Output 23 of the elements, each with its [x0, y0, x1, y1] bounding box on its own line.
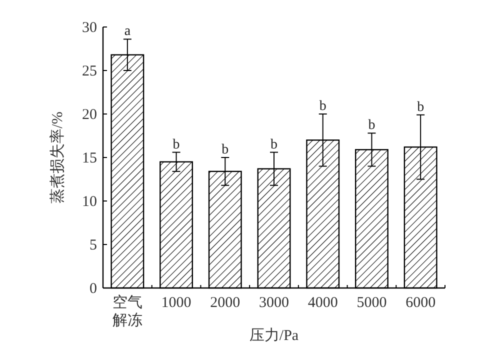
y-tick-label: 25	[82, 64, 97, 80]
x-tick-label: 2000	[210, 295, 240, 311]
y-tick-label: 10	[82, 194, 97, 210]
y-tick-label: 0	[90, 281, 97, 297]
x-axis-title: 压力/Pa	[249, 327, 299, 344]
annotation: b	[270, 137, 278, 152]
annotation: b	[368, 118, 376, 134]
x-tick-label: 4000	[308, 295, 338, 311]
x-tick-label: 空气解冻	[112, 294, 142, 329]
y-tick-label: 20	[82, 107, 97, 123]
y-tick-label: 15	[82, 150, 97, 166]
x-tick-label: 3000	[259, 295, 289, 311]
annotation: b	[222, 142, 229, 158]
x-tick-label: 1000	[161, 295, 192, 311]
annotation: b	[417, 100, 424, 115]
y-tick-label: 30	[82, 20, 97, 36]
y-axis-title: 蒸煮损失率/%	[49, 112, 66, 204]
annotation: b	[172, 137, 180, 152]
y-tick-label: 5	[90, 238, 97, 254]
x-tick-label: 6000	[406, 295, 436, 311]
annotation: b	[319, 99, 326, 114]
x-tick-label: 5000	[356, 295, 387, 311]
annotation: a	[124, 24, 132, 40]
